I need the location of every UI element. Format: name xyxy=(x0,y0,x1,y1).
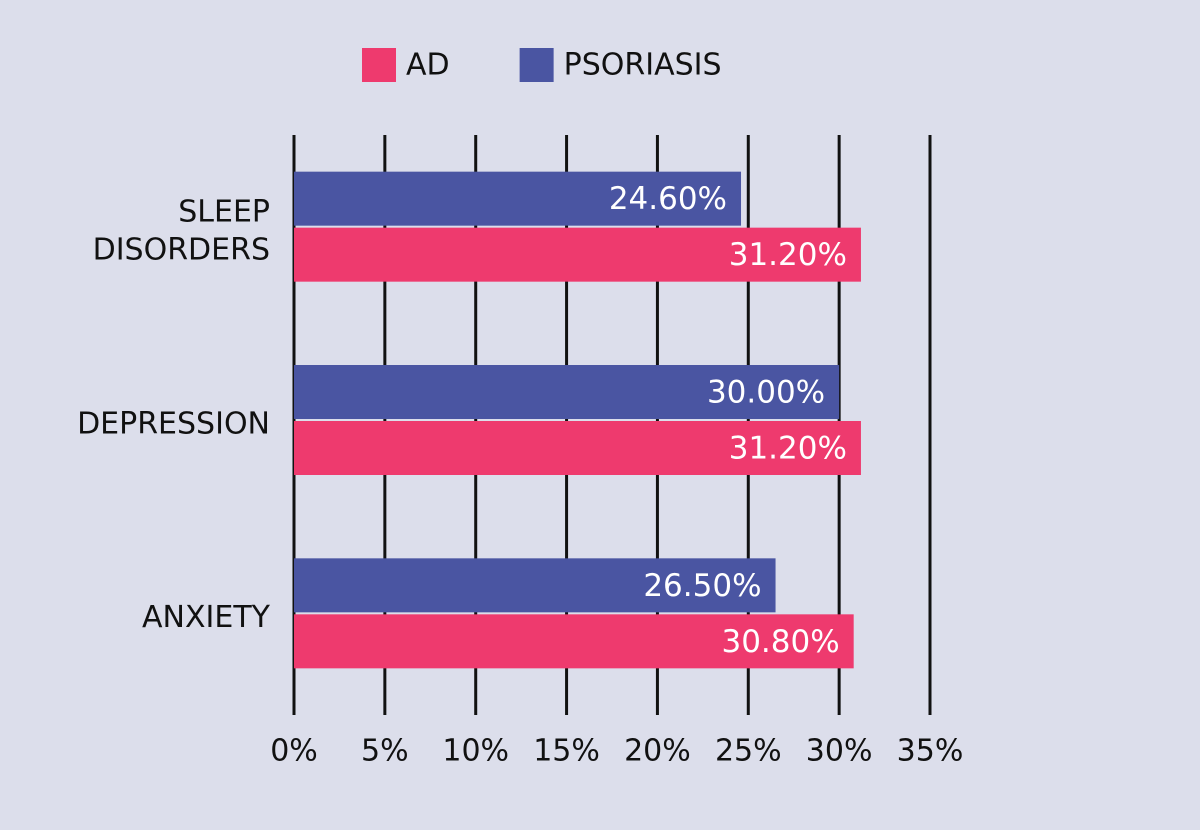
value-label: 24.60% xyxy=(609,181,727,217)
bar xyxy=(294,365,840,419)
value-label: 30.80% xyxy=(721,624,839,660)
x-tick-label: 0% xyxy=(270,734,318,769)
y-tick-label: ANXIETY xyxy=(142,600,271,635)
value-label: 31.20% xyxy=(729,237,847,273)
legend-label: PSORIASIS xyxy=(564,48,722,83)
x-tick-label: 35% xyxy=(897,734,964,769)
bar xyxy=(294,421,861,475)
bar xyxy=(294,171,742,226)
value-label: 30.00% xyxy=(707,375,825,411)
value-label: 26.50% xyxy=(643,568,761,604)
legend-label: AD xyxy=(406,48,450,83)
legend-swatch xyxy=(519,48,554,82)
x-tick-label: 5% xyxy=(361,734,409,769)
x-tick-label: 10% xyxy=(442,734,509,769)
bar xyxy=(294,558,776,613)
x-tick-label: 20% xyxy=(624,734,691,769)
legend-swatch xyxy=(362,48,396,82)
y-tick-label: SLEEP DISORDERS xyxy=(93,194,270,267)
bar xyxy=(294,227,861,282)
y-tick-label: DEPRESSION xyxy=(77,407,270,442)
x-tick-label: 30% xyxy=(806,734,873,769)
x-tick-label: 15% xyxy=(533,734,600,769)
value-label: 31.20% xyxy=(729,431,847,467)
bar xyxy=(294,614,854,669)
x-tick-label: 25% xyxy=(715,734,782,769)
